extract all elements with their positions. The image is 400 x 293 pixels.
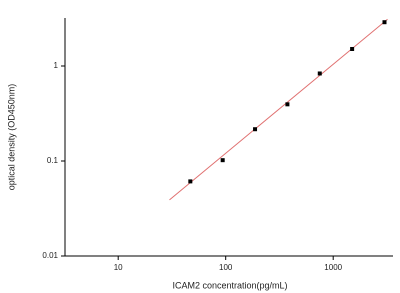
data-point — [253, 127, 258, 132]
data-point — [285, 102, 290, 107]
y-tick-label: 0.01 — [42, 251, 58, 260]
x-tick-label: 10 — [114, 263, 123, 272]
data-point — [317, 71, 322, 76]
x-tick-label: 100 — [219, 263, 233, 272]
data-point — [188, 179, 193, 184]
x-tick-label: 1000 — [324, 263, 342, 272]
y-tick-label: 0.1 — [47, 156, 59, 165]
data-point — [382, 20, 387, 25]
x-axis-label: ICAM2 concentration(pg/mL) — [172, 280, 287, 290]
fit-line — [169, 18, 388, 201]
data-point — [220, 158, 225, 163]
data-point — [350, 46, 355, 51]
y-axis-label: optical density (OD450nm) — [6, 84, 16, 191]
y-tick-label: 1 — [54, 61, 59, 70]
